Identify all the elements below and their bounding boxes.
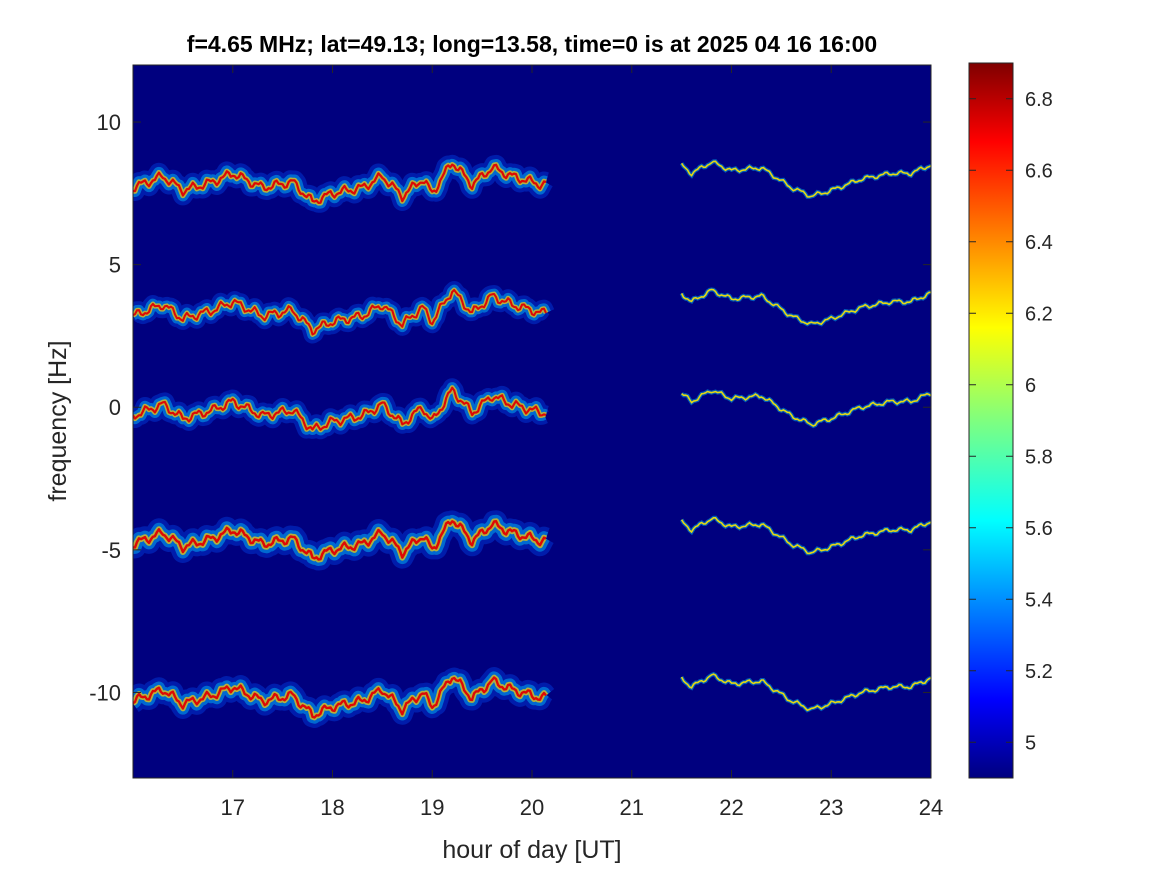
x-tick-label: 21	[620, 795, 644, 820]
colorbar-tick-label: 5	[1025, 732, 1036, 754]
colorbar-ticks: 6.8 6.6 6.4 6.2 6 5.8 5.6 5.4 5.2 5	[969, 89, 1053, 754]
y-tick-label: 0	[109, 395, 121, 420]
colorbar-tick-label: 5.2	[1025, 661, 1053, 683]
x-tick-label: 24	[919, 795, 943, 820]
colorbar	[968, 62, 1014, 779]
trace-line-late	[680, 673, 931, 712]
colorbar-tick-label: 6.4	[1025, 232, 1053, 254]
colorbar-tick-label: 6.6	[1025, 160, 1053, 182]
trace-line-late	[680, 517, 931, 555]
chart-title: f=4.65 MHz; lat=49.13; long=13.58, time=…	[187, 31, 877, 57]
x-axis-label: hour of day [UT]	[442, 836, 621, 864]
y-tick-label: 10	[97, 110, 121, 135]
x-tick-label: 20	[520, 795, 544, 820]
trace-line-late	[680, 160, 931, 198]
x-tick-label: 18	[320, 795, 344, 820]
trace-band-early	[133, 676, 547, 719]
y-tick-label: -5	[101, 538, 121, 563]
colorbar-tick-label: 5.8	[1025, 446, 1053, 468]
y-axis-label: frequency [Hz]	[44, 340, 72, 501]
x-tick-label: 19	[420, 795, 444, 820]
trace-band-early	[133, 163, 547, 205]
colorbar-tick-label: 5.6	[1025, 518, 1053, 540]
colorbar-tick-label: 6.8	[1025, 89, 1053, 111]
colorbar-tick-label: 6	[1025, 375, 1036, 397]
y-tick-label: -10	[89, 680, 121, 705]
y-tick-label: 5	[109, 253, 121, 278]
trace-band-early	[133, 386, 547, 431]
colorbar-tick-label: 6.2	[1025, 303, 1053, 325]
trace-line-late	[681, 390, 931, 427]
x-tick-label: 17	[221, 795, 245, 820]
x-tick-label: 23	[819, 795, 843, 820]
trace-band-early	[133, 520, 547, 561]
x-tick-label: 22	[719, 795, 743, 820]
spectral-traces	[133, 154, 931, 728]
colorbar-tick-label: 5.4	[1025, 589, 1053, 611]
y-axis-ticks: 10 5 0 -5 -10	[89, 110, 931, 705]
trace-band-early	[133, 288, 547, 336]
trace-line-late	[680, 288, 931, 326]
x-axis-ticks: 17 18 19 20 21 22 23 24	[221, 65, 943, 820]
